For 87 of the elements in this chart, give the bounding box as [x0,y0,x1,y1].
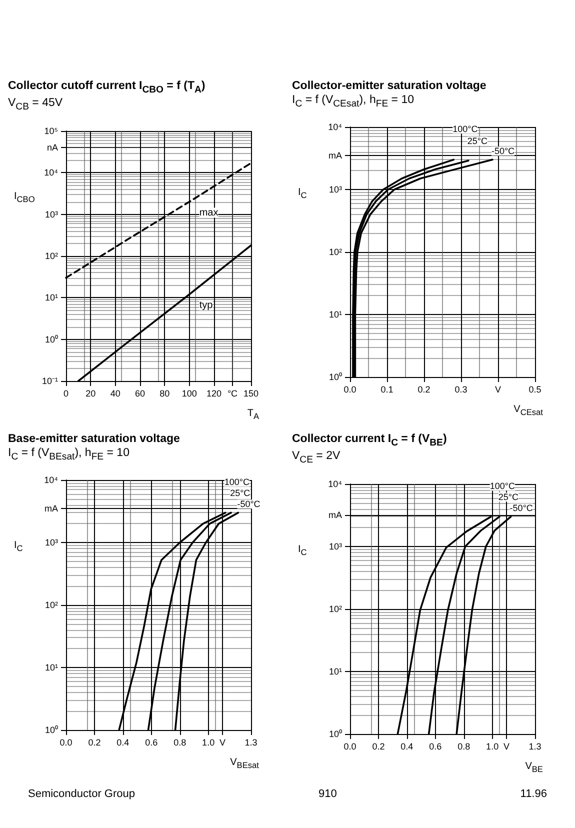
x-tick-label: 0.5 [528,384,542,395]
x-tick-label: 0.2 [372,741,385,752]
text: 100°C [490,480,516,491]
x-tick-label: 0.4 [400,741,414,752]
x-tick-label: 0.0 [344,741,356,752]
y-tick-label: mA [328,510,342,520]
x-tick-label: V [220,738,226,748]
y-tick-label: 10³ [44,208,58,219]
y-axis-title: I$_{C}$ [298,187,307,200]
x-tick-label: 0.4 [116,738,130,748]
x-tick-label: 40 [110,388,120,398]
x-tick-label: 0.6 [145,738,158,748]
x-axis-title: T$_{A}$ [247,408,259,421]
y-tick-label: 10⁰ [328,728,342,739]
y-axis-title: I$_{CBO}$ [14,190,35,204]
text: Semiconductor Group [28,788,135,800]
y-tick-label: 10⁴ [328,122,342,132]
x-axis-title: V$_{BEsat}$ [230,757,259,770]
x-tick-label: 0.8 [174,738,186,748]
series-label: 25°C [230,488,251,498]
series-label: 25°C [498,492,520,502]
x-tick-label: 0.0 [60,738,72,748]
y-tick-label: 10⁰ [44,725,58,736]
y-tick-label: 10⁰ [44,334,58,344]
x-tick-label: 0.2 [418,384,430,395]
y-tick-label: 10² [328,247,342,258]
x-tick-label: 0.8 [458,741,470,752]
chart-title: Collector cutoff current I$_{CBO}$ = f (T$_{A}$) [8,80,206,96]
y-tick-label: 10² [44,600,58,610]
x-tick-label: V [504,741,510,752]
y-tick-label: mA [44,504,58,514]
x-tick-label: 20 [86,388,96,398]
series-label: -50°C [237,499,261,510]
y-tick-label: nA [46,142,58,152]
series-label: typ [199,299,214,310]
chart-subtitle: I$_{C}$ = f (V$_{CEsat}$), h$_{FE}$ = 10 [292,94,415,110]
y-tick-label: 10⁴ [44,167,58,178]
x-tick-label: 150 [243,388,259,398]
y-tick-label: 10⁴ [328,478,342,489]
y-tick-label: 10¹ [328,310,342,320]
y-tick-label: 10³ [328,541,342,552]
y-tick-label: 10³ [44,538,58,548]
x-tick-label: 0 [63,388,69,398]
x-tick-label: V [494,384,502,395]
x-tick-label: 0.3 [454,384,468,395]
y-tick-label: mA [328,150,342,161]
chart-title: Base-emitter saturation voltage [8,433,181,445]
y-tick-label: 10⁵ [44,126,58,136]
chart-subtitle: V$_{CE}$ = 2V [292,450,342,466]
chart-title: Collector current I$_{C}$ = f (V$_{BE}$) [292,433,448,448]
x-tick-label: 1.0 [202,738,215,748]
y-tick-label: 10¹ [44,292,58,302]
series-label: 25°C [467,136,488,146]
y-tick-label: 10¹ [44,662,58,673]
x-axis-title: V$_{CEsat}$ [514,404,543,418]
series-label: -50°C [491,146,516,156]
chart-subtitle: I$_{C}$ = f (V$_{BEsat}$), h$_{FE}$ = 10 [8,447,130,462]
x-tick-label: 120 [206,388,222,398]
y-tick-label: 10² [328,604,342,614]
chart-title: Collector-emitter saturation voltage [292,80,488,92]
y-axis-title: I$_{C}$ [14,540,23,554]
series-label: -50°C [510,502,534,513]
y-axis-title: I$_{C}$ [298,544,307,557]
chart-subtitle: V$_{CB}$ = 45V [8,97,64,113]
y-tick-label: 10⁴ [44,475,58,486]
x-axis-title: V$_{BE}$ [525,760,543,774]
y-tick-label: 10⁰ [328,372,342,382]
x-tick-label: 0.6 [429,741,442,752]
x-tick-label: 1.3 [528,741,542,752]
x-tick-label: 0.0 [344,384,356,395]
text: 11.96 [520,788,547,800]
x-tick-label: 1.3 [244,738,258,748]
x-tick-label: 0.2 [88,738,101,748]
series-label: max [199,206,218,218]
x-tick-label: 0.1 [380,384,394,395]
y-tick-label: 10¹ [328,666,342,676]
y-tick-label: 10² [44,250,58,261]
x-tick-label: °C [227,388,238,398]
x-tick-label: 60 [134,388,146,398]
text: 100°C [224,477,250,488]
y-tick-label: 10⁻¹ [42,376,58,386]
y-tick-label: 10³ [328,184,342,195]
x-tick-label: 100 [182,388,197,398]
text: 100°C [452,124,478,134]
x-tick-label: 1.0 [486,741,499,752]
text: 910 [318,788,337,800]
x-tick-label: 80 [160,388,170,398]
